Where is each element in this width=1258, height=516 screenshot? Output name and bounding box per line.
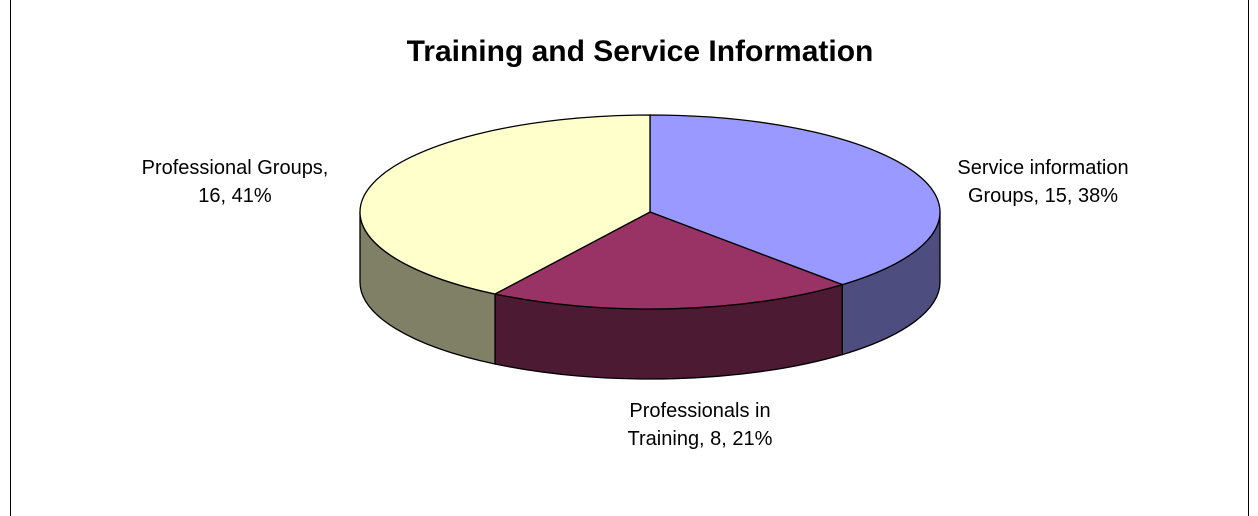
pie-slice: [649, 114, 941, 356]
chart-title: Training and Service Information: [407, 35, 874, 68]
pie-slice-top: [359, 114, 651, 295]
pie-slice-top: [649, 114, 941, 286]
pie-slice: [359, 114, 651, 365]
data-label: Service information Groups, 15, 38%: [957, 157, 1129, 207]
pie-slice-top: [493, 211, 845, 310]
data-label: Professional Groups, 16, 41%: [141, 157, 329, 207]
data-label: Professionals in Training, 8, 21%: [627, 400, 773, 450]
pie-slice: [493, 211, 845, 380]
